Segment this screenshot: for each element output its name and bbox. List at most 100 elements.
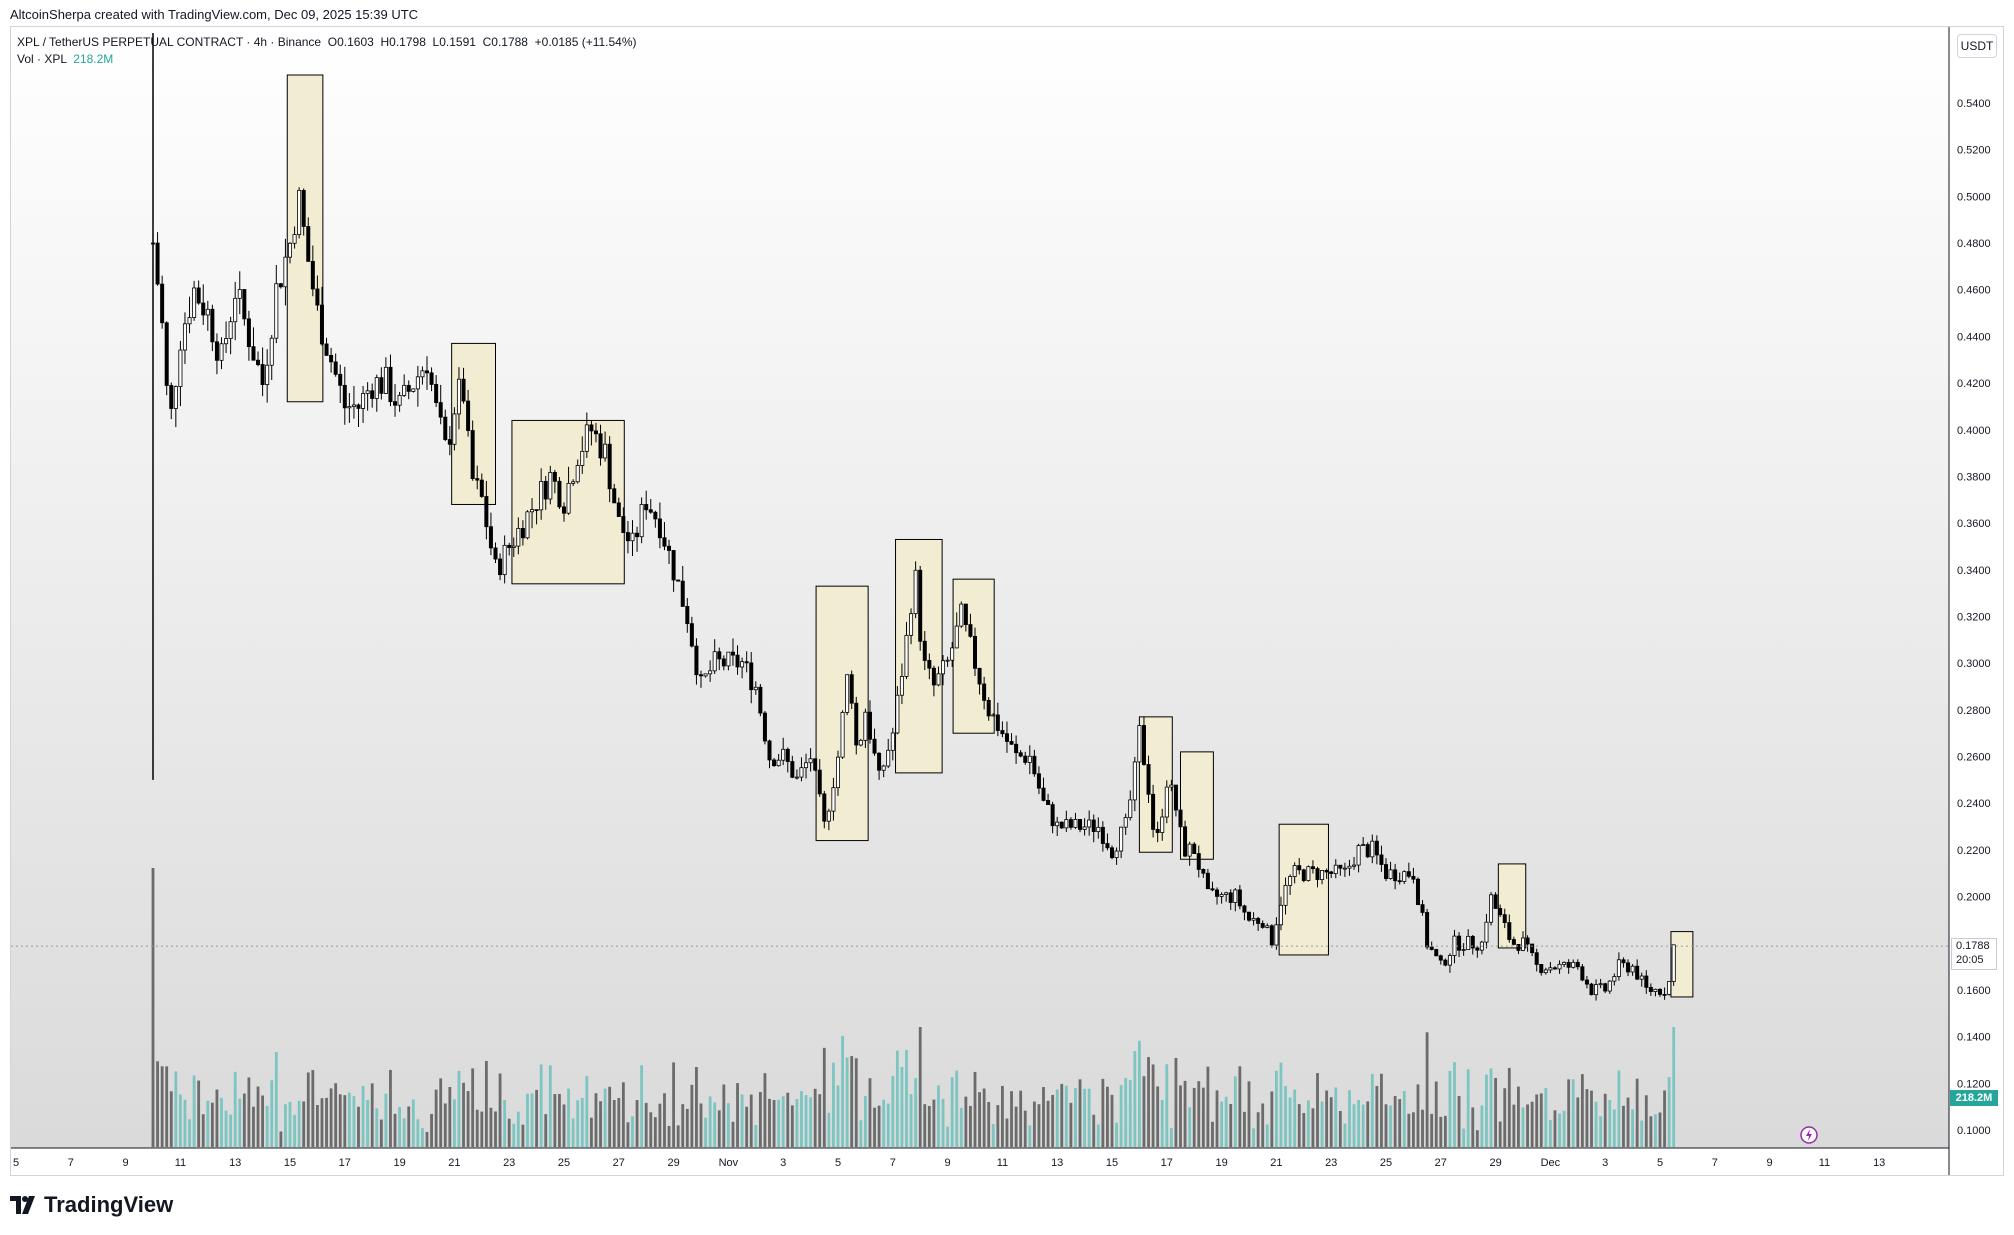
candle — [1050, 801, 1055, 834]
volume-bar — [1544, 1088, 1548, 1147]
volume-bar — [1539, 1093, 1543, 1147]
volume-bar — [1028, 1125, 1032, 1147]
volume-bar — [1032, 1101, 1036, 1147]
candle — [886, 738, 891, 769]
volume-bar — [905, 1049, 908, 1147]
candle — [776, 754, 781, 767]
volume-bar — [220, 1097, 223, 1147]
candle — [762, 710, 767, 745]
volume-bar — [1256, 1112, 1260, 1147]
currency-button[interactable]: USDT — [1957, 34, 1997, 58]
time-tick-label: 9 — [1767, 1157, 1773, 1169]
candle — [603, 431, 608, 462]
highlight-box[interactable] — [895, 538, 943, 774]
candle — [790, 755, 795, 779]
legend-high: 0.1798 — [389, 35, 426, 49]
volume-bar — [242, 1093, 246, 1147]
candle — [347, 393, 352, 423]
legend-low: 0.1591 — [439, 35, 476, 49]
volume-bar — [1133, 1051, 1137, 1147]
volume-bar — [224, 1110, 228, 1147]
price-tick-label: 0.4400 — [1957, 331, 1991, 343]
volume-bar — [229, 1114, 233, 1147]
candle — [1110, 845, 1115, 860]
volume-bar — [265, 1105, 269, 1147]
candle — [557, 477, 562, 509]
candle — [1648, 983, 1653, 997]
candle — [1096, 817, 1101, 839]
volume-bar — [804, 1095, 808, 1147]
price-tick-label: 0.2200 — [1957, 845, 1991, 857]
lightning-alert-icon[interactable] — [1800, 1126, 1818, 1144]
volume-bar — [868, 1078, 872, 1147]
candle — [539, 468, 544, 520]
volume-bar — [1265, 1124, 1269, 1147]
volume-bar — [179, 1094, 182, 1147]
candle — [297, 187, 302, 239]
candle — [1009, 733, 1014, 745]
candle — [475, 465, 480, 490]
volume-bar — [238, 1098, 242, 1147]
volume-bar — [393, 1113, 397, 1147]
price-axis[interactable]: 0.5400 0.5200 0.5000 0.4800 0.4600 0.4400 0.42… — [1957, 98, 1991, 1137]
candle — [1493, 892, 1498, 910]
volume-bar — [790, 1105, 794, 1147]
volume-bar — [704, 1117, 707, 1147]
time-tick-label: Dec — [1541, 1157, 1561, 1169]
candle — [1393, 863, 1398, 890]
candle — [616, 497, 621, 518]
candle — [607, 436, 612, 503]
candle — [278, 282, 283, 289]
candle — [1521, 931, 1526, 952]
candle — [470, 420, 475, 481]
price-chart[interactable]: 0.5400 0.5200 0.5000 0.4800 0.4600 0.4400 0.42… — [0, 0, 2014, 1180]
time-axis[interactable]: 5 7 9 11 13 15 17 19 21 23 25 27 29 Nov 3 5 7 9 11 13 15 17 19… — [13, 1157, 1885, 1169]
highlight-box[interactable] — [451, 342, 497, 505]
volume-bar — [1142, 1076, 1146, 1147]
candle — [1078, 819, 1083, 833]
candle — [575, 459, 580, 484]
volume-bar — [877, 1105, 881, 1147]
candle — [1036, 766, 1041, 795]
candle — [429, 367, 434, 392]
volume-bar — [1489, 1068, 1493, 1147]
highlight-box[interactable] — [1497, 863, 1527, 949]
legend-symbol[interactable]: XPL / TetherUS PERPETUAL CONTRACT · 4h ·… — [17, 35, 322, 49]
volume-bar — [270, 1080, 274, 1147]
price-tick-label: 0.4800 — [1957, 238, 1991, 250]
volume-bar — [1165, 1064, 1169, 1147]
candle — [1046, 793, 1051, 806]
legend-ohlc: XPL / TetherUS PERPETUAL CONTRACT · 4h ·… — [17, 35, 637, 49]
candle — [338, 364, 343, 403]
volume-bar — [439, 1078, 443, 1147]
price-tick-label: 0.5400 — [1957, 98, 1991, 110]
volume-bar — [1393, 1095, 1397, 1147]
volume-bar — [558, 1093, 561, 1147]
time-tick-label: 21 — [448, 1157, 460, 1169]
volume-bar — [617, 1098, 621, 1147]
volume-bar — [316, 1105, 319, 1147]
chart-frame[interactable] — [10, 26, 2004, 1176]
volume-bar — [937, 1085, 940, 1147]
candle — [1534, 948, 1539, 972]
volume-bar — [1503, 1088, 1507, 1147]
volume-bar — [580, 1097, 584, 1147]
volume-bar — [603, 1088, 607, 1147]
candle — [388, 354, 393, 407]
time-tick-label: 25 — [558, 1157, 570, 1169]
candle — [196, 280, 201, 305]
volume-bar — [261, 1095, 264, 1147]
candle — [968, 613, 973, 638]
candle — [1228, 889, 1233, 910]
highlight-box[interactable] — [1670, 931, 1694, 998]
time-tick-label: 11 — [175, 1157, 186, 1169]
volume-bar — [370, 1083, 374, 1147]
candle — [379, 367, 384, 400]
volume-bar — [576, 1100, 580, 1147]
candle — [1242, 904, 1247, 921]
legend-volume-label[interactable]: Vol · XPL — [17, 52, 67, 66]
price-tick-label: 0.1200 — [1957, 1078, 1991, 1090]
volume-bar — [366, 1100, 370, 1147]
volume-price-tag: 218.2M — [1950, 1090, 1998, 1106]
tradingview-logo[interactable]: TradingView — [10, 1192, 173, 1218]
